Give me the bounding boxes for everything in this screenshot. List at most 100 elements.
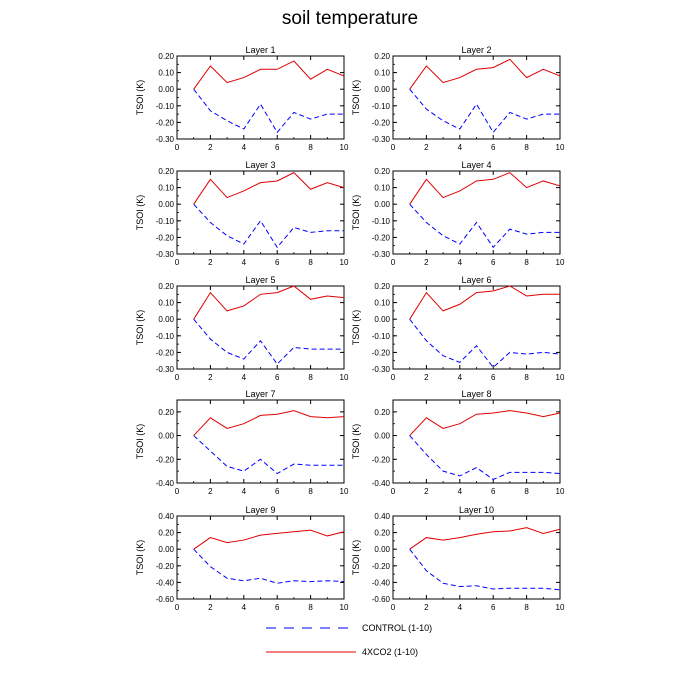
x-tick-label: 4 xyxy=(242,143,247,152)
x-tick-label: 4 xyxy=(242,258,247,267)
y-tick-label: 0.00 xyxy=(158,315,174,324)
x-tick-label: 8 xyxy=(308,373,313,382)
y-tick-label: -0.20 xyxy=(372,348,391,357)
x-tick-label: 0 xyxy=(391,258,396,267)
x-tick-label: 8 xyxy=(524,603,529,612)
co2-series-line xyxy=(193,285,345,320)
x-tick-label: 2 xyxy=(424,258,429,267)
x-tick-label: 2 xyxy=(208,487,213,496)
y-tick-label: 0.20 xyxy=(374,408,390,417)
panel-title: Layer 4 xyxy=(461,160,491,170)
x-tick-label: 4 xyxy=(458,143,463,152)
y-tick-label: -0.20 xyxy=(156,348,175,357)
panel-title: Layer 7 xyxy=(245,389,275,399)
x-tick-label: 6 xyxy=(275,373,280,382)
panel-10: Layer 10 TSOI (K) 0.40 0.20 0.00 -0.20 -0.40 -0… xyxy=(351,505,565,612)
panel-frame xyxy=(392,399,561,484)
y-axis-label: TSOI (K) xyxy=(135,80,145,116)
panel-4: Layer 4 TSOI (K) 0.20 0.10 0.00 -0.10 -0.20 -0.… xyxy=(351,160,565,267)
x-tick-label: 8 xyxy=(308,258,313,267)
x-tick-label: 2 xyxy=(208,143,213,152)
panel-3: Layer 3 TSOI (K) 0.20 0.10 0.00 -0.10 -0.20 -0.… xyxy=(135,160,349,267)
x-tick-label: 8 xyxy=(308,487,313,496)
panel-title: Layer 10 xyxy=(459,505,494,515)
y-tick-label: 0.20 xyxy=(374,52,390,61)
x-tick-label: 8 xyxy=(308,143,313,152)
x-tick-label: 0 xyxy=(391,603,396,612)
y-axis-label: TSOI (K) xyxy=(351,195,361,231)
y-tick-label: -0.10 xyxy=(372,217,391,226)
co2-series-line xyxy=(409,58,561,90)
control-series-line xyxy=(193,548,345,584)
control-series-line xyxy=(193,318,344,365)
x-tick-label: 2 xyxy=(424,487,429,496)
control-series-line xyxy=(409,203,560,249)
co2-series-line xyxy=(193,529,345,550)
y-tick-label: -0.10 xyxy=(156,102,175,111)
y-tick-label: 0.00 xyxy=(374,200,390,209)
panel-grid: Layer 1 TSOI (K) 0.20 0.10 0.00 -0.10 -0.20 -0.… xyxy=(135,45,565,612)
y-tick-label: -0.10 xyxy=(156,332,175,341)
y-tick-label: 0.00 xyxy=(374,315,390,324)
x-tick-label: 8 xyxy=(308,603,313,612)
y-tick-label: -0.20 xyxy=(372,118,391,127)
panel-title: Layer 5 xyxy=(245,275,275,285)
y-tick-label: 0.20 xyxy=(158,529,174,538)
co2-series-line xyxy=(409,285,560,320)
control-series-line xyxy=(409,88,560,134)
panel-frame xyxy=(176,55,345,140)
panel-title: Layer 6 xyxy=(461,275,491,285)
x-tick-label: 6 xyxy=(275,487,280,496)
panel-frame xyxy=(176,399,345,484)
x-tick-label: 8 xyxy=(524,143,529,152)
panel-5: Layer 5 TSOI (K) 0.20 0.10 0.00 -0.10 -0.20 -0.… xyxy=(135,275,349,382)
y-axis-label: TSOI (K) xyxy=(135,540,145,576)
y-tick-label: -0.40 xyxy=(372,479,391,488)
legend-label: CONTROL (1-10) xyxy=(362,623,432,633)
x-tick-label: 10 xyxy=(556,258,565,267)
y-tick-label: -0.20 xyxy=(156,455,175,464)
x-tick-label: 8 xyxy=(524,487,529,496)
x-tick-label: 2 xyxy=(424,373,429,382)
y-tick-label: 0.10 xyxy=(158,184,174,193)
x-tick-label: 4 xyxy=(242,603,247,612)
co2-series-line xyxy=(409,172,561,205)
y-tick-label: 0.20 xyxy=(374,167,390,176)
y-tick-label: 0.40 xyxy=(374,512,390,521)
y-tick-label: -0.20 xyxy=(372,455,391,464)
y-tick-label: 0.00 xyxy=(374,545,390,554)
y-tick-label: -0.60 xyxy=(156,595,175,604)
panel-title: Layer 3 xyxy=(245,160,275,170)
x-tick-label: 0 xyxy=(175,487,180,496)
co2-series-line xyxy=(409,410,561,436)
x-tick-label: 2 xyxy=(208,373,213,382)
x-tick-label: 8 xyxy=(524,373,529,382)
y-tick-label: 0.20 xyxy=(158,52,174,61)
y-tick-label: -0.10 xyxy=(372,102,391,111)
y-tick-label: 0.10 xyxy=(374,184,390,193)
x-tick-label: 0 xyxy=(391,487,396,496)
co2-series-line xyxy=(193,172,345,205)
y-tick-label: 0.00 xyxy=(158,432,174,441)
y-tick-label: 0.10 xyxy=(158,299,174,308)
y-axis-label: TSOI (K) xyxy=(135,424,145,460)
x-tick-label: 10 xyxy=(556,373,565,382)
legend: CONTROL (1-10) 4XCO2 (1-10) xyxy=(266,623,432,657)
y-tick-label: -0.10 xyxy=(156,217,175,226)
x-tick-label: 8 xyxy=(524,258,529,267)
panel-8: Layer 8 TSOI (K) 0.20 0.00 -0.20 -0.400 2 4 6 8 10 xyxy=(351,389,565,496)
x-tick-label: 0 xyxy=(175,258,180,267)
y-axis-label: TSOI (K) xyxy=(135,195,145,231)
x-tick-label: 6 xyxy=(491,258,496,267)
co2-series-line xyxy=(193,60,345,90)
control-series-line xyxy=(193,203,344,249)
x-tick-label: 6 xyxy=(491,143,496,152)
x-tick-label: 0 xyxy=(391,373,396,382)
y-tick-label: -0.20 xyxy=(156,118,175,127)
x-tick-label: 2 xyxy=(208,603,213,612)
y-axis-label: TSOI (K) xyxy=(351,80,361,116)
x-tick-label: 10 xyxy=(340,143,349,152)
x-tick-label: 10 xyxy=(556,487,565,496)
y-tick-label: 0.10 xyxy=(158,69,174,78)
x-tick-label: 6 xyxy=(491,487,496,496)
